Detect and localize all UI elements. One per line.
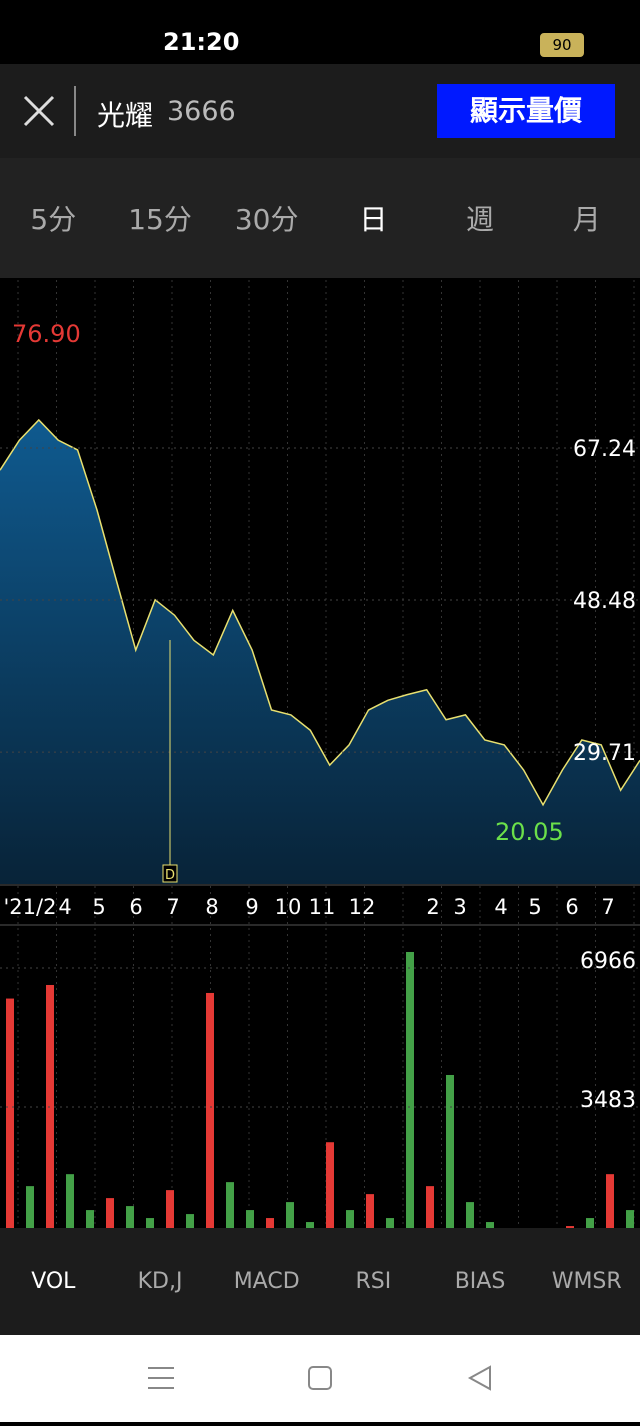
price-area: [0, 419, 640, 884]
x-tick-label: 6: [565, 895, 578, 919]
volume-bar: [246, 1210, 254, 1228]
volume-bar: [286, 1202, 294, 1228]
volume-bar: [26, 1186, 34, 1228]
marker-box: [162, 864, 178, 883]
indicator-tab[interactable]: MACD: [233, 1269, 300, 1294]
volume-bar: [186, 1214, 194, 1228]
battery: 90: [540, 33, 584, 57]
x-tick-label: 2: [426, 895, 439, 919]
menu-button[interactable]: [148, 1367, 174, 1389]
volume-bars: [6, 951, 634, 1228]
stock-name: 光耀: [97, 99, 154, 132]
volume-bar: [426, 1186, 434, 1228]
volume-bar: [606, 1174, 614, 1228]
volume-bar: [586, 1218, 594, 1228]
y-tick-label: 48.48: [573, 589, 636, 614]
battery-level: 90: [552, 36, 572, 54]
close-button[interactable]: [22, 94, 56, 128]
x-tick-label: 5: [92, 895, 105, 919]
x-tick-label: 7: [166, 895, 179, 919]
clock: 21:20: [163, 28, 240, 56]
volume-bar: [106, 1198, 114, 1228]
volume-bar: [366, 1194, 374, 1228]
period-tab[interactable]: 15分: [128, 203, 192, 236]
x-tick-label: 4: [58, 895, 71, 919]
x-tick-label: 9: [245, 895, 258, 919]
y-tick-label: 3483: [580, 1088, 636, 1113]
volume-bar: [566, 1226, 574, 1228]
home-button[interactable]: [308, 1366, 332, 1390]
volume-bar: [206, 992, 214, 1228]
indicator-tab[interactable]: BIAS: [454, 1269, 506, 1294]
period-tab[interactable]: 5分: [30, 203, 77, 236]
show-volume-button[interactable]: 顯示量價: [437, 84, 615, 138]
y-tick-label: 6966: [580, 949, 636, 974]
indicator-tab[interactable]: WMSR: [551, 1269, 622, 1294]
period-tabs: 5分 15分 30分 日 週 月: [0, 158, 640, 278]
volume-bar: [346, 1210, 354, 1228]
indicator-tab[interactable]: RSI: [355, 1269, 392, 1294]
marker-label: D: [165, 868, 175, 883]
indicator-tab[interactable]: KD,J: [137, 1269, 183, 1294]
volume-bar: [386, 1218, 394, 1228]
period-tab[interactable]: 日: [359, 203, 388, 236]
y-tick-label: 67.24: [573, 437, 636, 462]
volume-bar: [446, 1074, 454, 1228]
volume-bar: [66, 1174, 74, 1228]
volume-bar: [326, 1142, 334, 1228]
x-tick-label: 12: [349, 895, 376, 919]
period-tab[interactable]: 週: [466, 203, 495, 236]
status-bar: 21:20 90: [0, 0, 640, 64]
back-button[interactable]: [467, 1365, 491, 1391]
x-tick-label: 11: [309, 895, 336, 919]
y-tick-label: 29.71: [573, 741, 636, 766]
nav-icons: [148, 1365, 491, 1391]
nav-bar: [0, 1335, 640, 1422]
volume-bar: [86, 1210, 94, 1228]
x-tick-label: '21/2: [4, 895, 57, 919]
volume-bar: [6, 998, 14, 1228]
high-label: 76.90: [12, 320, 81, 348]
x-tick-label: 4: [494, 895, 507, 919]
period-tab[interactable]: 月: [572, 203, 601, 236]
x-tick-label: 5: [528, 895, 541, 919]
x-tick-label: 10: [275, 895, 302, 919]
period-tab[interactable]: 30分: [234, 203, 299, 236]
indicator-tabs: VOL KD,J MACD RSI BIAS WMSR: [0, 1228, 640, 1335]
volume-bar: [626, 1210, 634, 1228]
header: 光耀 3666 顯示量價: [0, 64, 640, 158]
price-line: [0, 418, 640, 807]
divider: [74, 86, 76, 136]
x-tick-label: 8: [205, 895, 218, 919]
stock-code: 3666: [167, 96, 236, 127]
volume-bar: [486, 1222, 494, 1228]
indicator-tab[interactable]: VOL: [31, 1269, 76, 1294]
volume-bar: [306, 1222, 314, 1228]
volume-bar: [166, 1190, 174, 1228]
volume-bar: [466, 1202, 474, 1228]
x-tick-label: 3: [453, 895, 466, 919]
low-label: 20.05: [495, 818, 564, 846]
volume-bar: [266, 1218, 274, 1228]
volume-bar: [146, 1218, 154, 1228]
volume-bar: [406, 951, 414, 1228]
volume-bar: [126, 1206, 134, 1228]
x-tick-label: 6: [129, 895, 142, 919]
x-tick-label: 7: [601, 895, 614, 919]
volume-bar: [226, 1182, 234, 1228]
